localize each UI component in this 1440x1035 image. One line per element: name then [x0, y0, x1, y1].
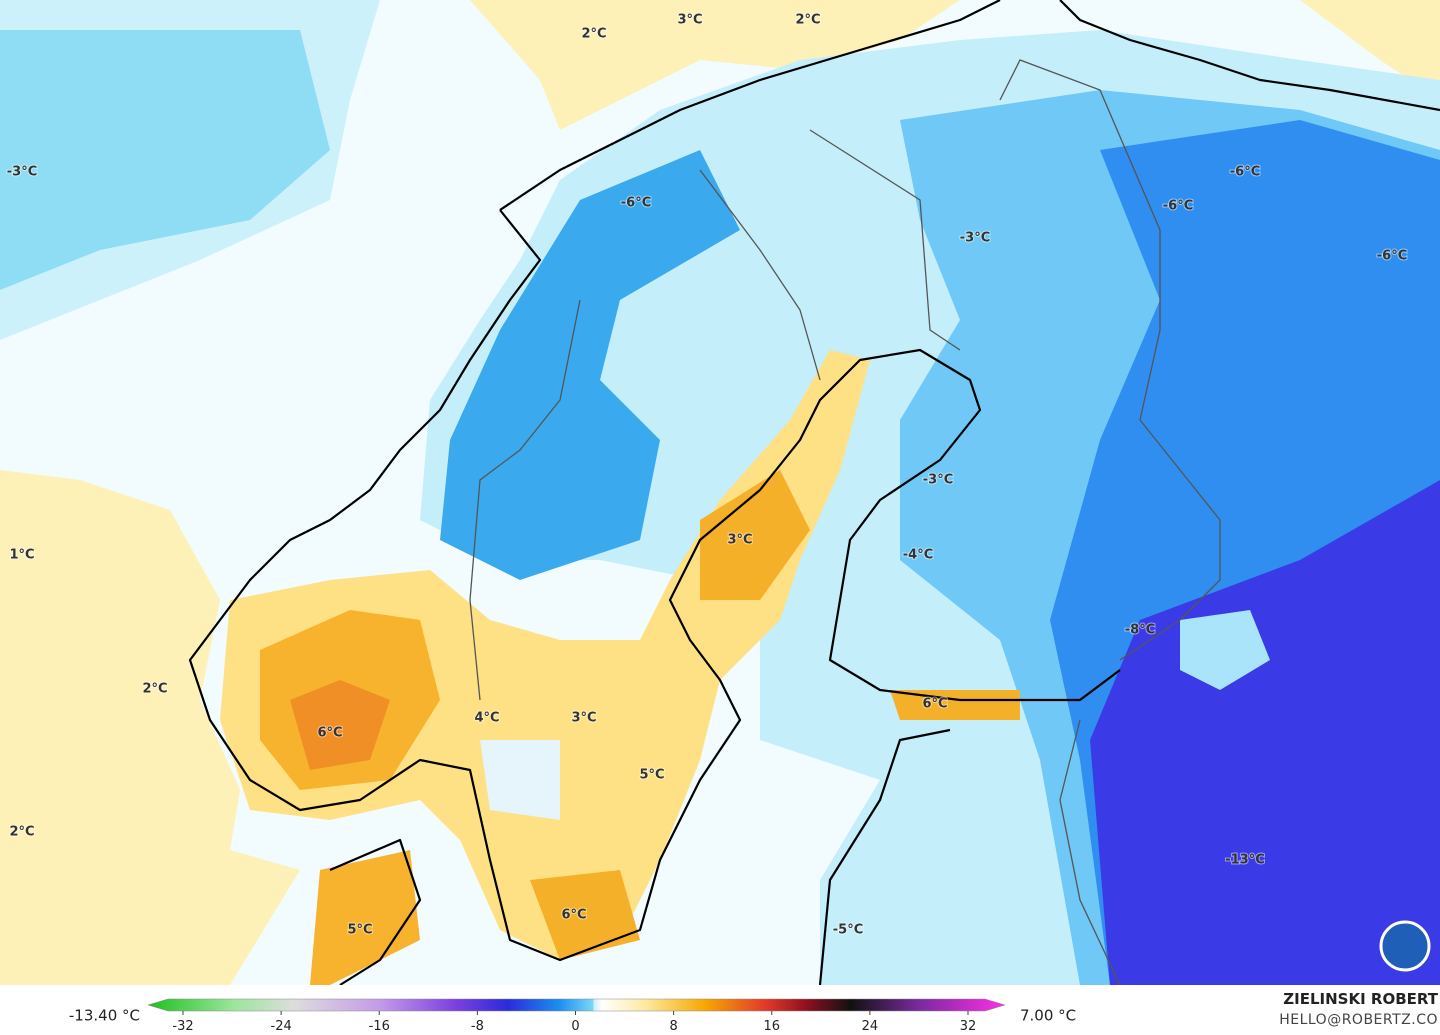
map-labels: 2°C 3°C 2°C -3°C -6°C -6°C -3°C -6°C -6°… [6, 12, 1408, 939]
temperature-label: -6°C [1230, 165, 1260, 180]
temperature-label: 3°C [727, 533, 752, 548]
colorbar-tick-label: 24 [862, 1019, 879, 1034]
border [469, 59, 1221, 986]
temperature-label: -8°C [1125, 623, 1155, 638]
temperature-label: -3°C [7, 165, 37, 180]
warm-zone [310, 850, 420, 985]
coastline [329, 728, 951, 986]
temperature-label: 2°C [142, 682, 167, 697]
temperature-label: 6°C [922, 697, 947, 712]
temperature-label: 6°C [317, 726, 342, 741]
temperature-label: 1°C [9, 548, 34, 563]
temperature-label: 3°C [677, 13, 702, 28]
colorbar-tick-label: 16 [763, 1019, 780, 1034]
credit-email: HELLO@ROBERTZ.CO [1279, 1012, 1438, 1028]
temperature-label: 2°C [9, 825, 34, 840]
temperature-label: 4°C [474, 711, 499, 726]
temperature-label: -5°C [833, 923, 863, 938]
cold-zone [0, 30, 330, 290]
warm-zone [290, 680, 390, 770]
temperature-label: 2°C [795, 13, 820, 28]
colorbar-tick-label: 0 [571, 1019, 579, 1034]
coastline [1059, 0, 1440, 112]
colorbar-tick-label: 32 [960, 1019, 977, 1034]
temperature-label: 2°C [581, 27, 606, 42]
temperature-label: 6°C [561, 908, 586, 923]
temperature-label: -13°C [1225, 853, 1265, 868]
cold-zone [1090, 480, 1440, 985]
colorbar-tick-label: -32 [172, 1019, 193, 1034]
colorbar-tick-label: -24 [271, 1019, 292, 1034]
temperature-label: 5°C [347, 923, 372, 938]
temperature-label: -3°C [960, 231, 990, 246]
temperature-label: -4°C [903, 548, 933, 563]
temperature-label: 5°C [639, 768, 664, 783]
noaa-logo [1379, 920, 1431, 972]
min-label: -13.40 °C [69, 1007, 140, 1025]
credit-name: ZIELINSKI ROBERT [1283, 990, 1438, 1008]
warm-zone [700, 470, 810, 600]
temperature-label: -6°C [1163, 199, 1193, 214]
colorbar-tick-label: 8 [669, 1019, 677, 1034]
colorbar [147, 998, 1006, 1012]
max-label: 7.00 °C [1020, 1007, 1076, 1025]
temperature-label: -3°C [923, 473, 953, 488]
temperature-label: 3°C [571, 711, 596, 726]
warm-zone [220, 350, 870, 960]
warm-zone [530, 870, 640, 960]
warm-zone [0, 470, 300, 985]
coastline [188, 0, 1121, 962]
warm-zone [890, 690, 1020, 720]
lake-zone [1180, 610, 1270, 690]
colorbar-tick-label: -8 [471, 1019, 484, 1034]
temperature-label: -6°C [621, 196, 651, 211]
map-area: 2°C 3°C 2°C -3°C -6°C -6°C -3°C -6°C -6°… [0, 0, 1440, 986]
cold-zone [440, 150, 740, 580]
cold-spot [480, 740, 560, 820]
temperature-label: -6°C [1377, 249, 1407, 264]
warm-zone [470, 0, 960, 130]
colorbar-tick-label: -16 [369, 1019, 390, 1034]
